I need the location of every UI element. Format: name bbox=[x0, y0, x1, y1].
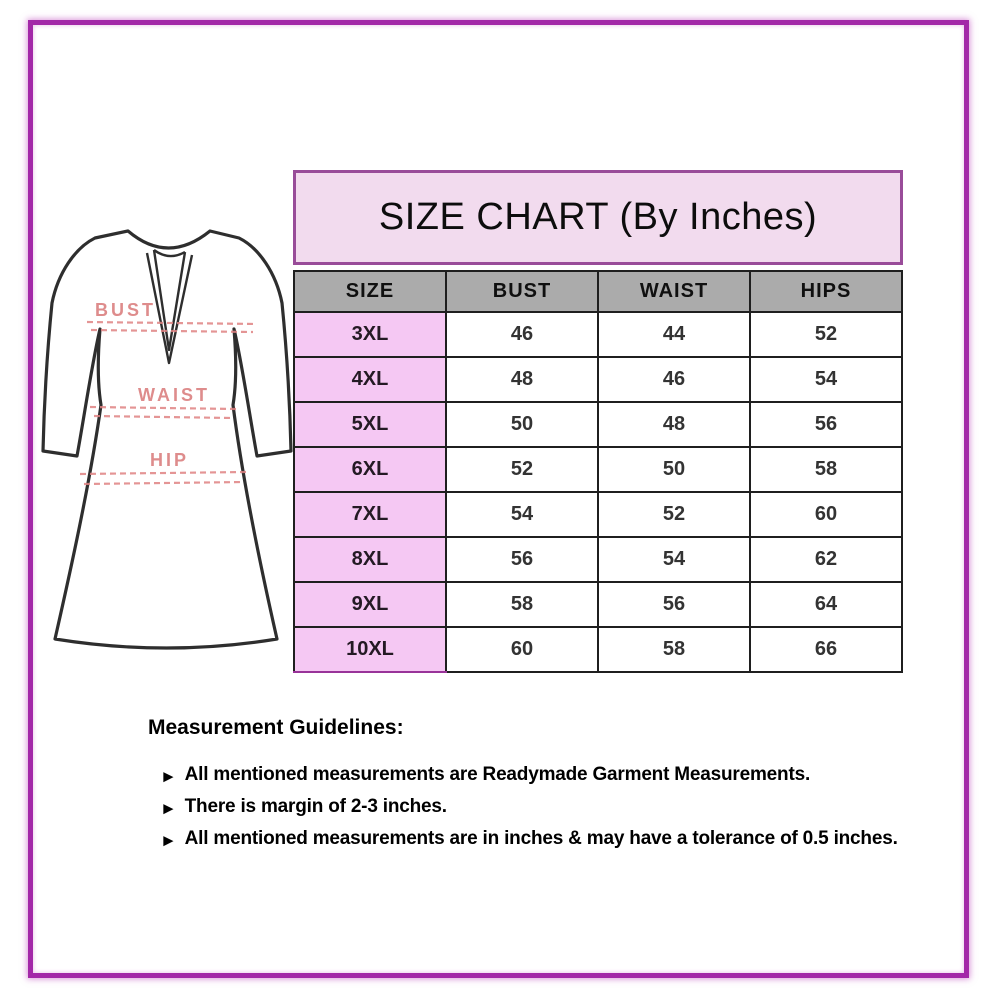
guideline-item: ► All mentioned measurements are Readyma… bbox=[160, 764, 908, 786]
garment-outline bbox=[41, 229, 293, 650]
arrow-bullet-icon: ► bbox=[160, 798, 177, 818]
table-row: 6XL 52 50 58 bbox=[293, 446, 903, 493]
measurement-guidelines: Measurement Guidelines: ► All mentioned … bbox=[148, 716, 908, 850]
waist-cell: 46 bbox=[597, 356, 751, 403]
hips-cell: 52 bbox=[749, 311, 903, 358]
table-row: 9XL 58 56 64 bbox=[293, 581, 903, 628]
table-row: 4XL 48 46 54 bbox=[293, 356, 903, 403]
hip-dash-line bbox=[79, 470, 248, 486]
table-row: 5XL 50 48 56 bbox=[293, 401, 903, 448]
hip-label: HIP bbox=[150, 450, 189, 470]
waist-cell: 48 bbox=[597, 401, 751, 448]
page-title: SIZE CHART (By Inches) bbox=[378, 196, 818, 238]
size-cell: 7XL bbox=[293, 491, 447, 538]
bust-cell: 60 bbox=[445, 626, 599, 673]
guideline-item: ► There is margin of 2-3 inches. bbox=[160, 796, 908, 818]
size-cell: 6XL bbox=[293, 446, 447, 493]
guideline-text: There is margin of 2-3 inches. bbox=[184, 796, 447, 817]
waist-dash-line bbox=[89, 405, 238, 420]
size-chart-table: SIZE BUST WAIST HIPS 3XL 46 44 52 4XL 48… bbox=[293, 270, 903, 673]
arrow-bullet-icon: ► bbox=[160, 830, 177, 850]
column-header-bust: BUST bbox=[445, 270, 599, 313]
column-header-size: SIZE bbox=[293, 270, 447, 313]
size-cell: 8XL bbox=[293, 536, 447, 583]
hips-cell: 54 bbox=[749, 356, 903, 403]
neckline-band bbox=[145, 249, 194, 365]
arrow-bullet-icon: ► bbox=[160, 766, 177, 786]
bust-cell: 46 bbox=[445, 311, 599, 358]
guideline-item: ► All mentioned measurements are in inch… bbox=[160, 828, 908, 850]
waist-cell: 44 bbox=[597, 311, 751, 358]
size-chart-title-banner: SIZE CHART (By Inches) bbox=[293, 170, 903, 265]
hips-cell: 58 bbox=[749, 446, 903, 493]
table-row: 3XL 46 44 52 bbox=[293, 311, 903, 358]
column-header-hips: HIPS bbox=[749, 270, 903, 313]
bust-cell: 52 bbox=[445, 446, 599, 493]
guideline-text: All mentioned measurements are in inches… bbox=[184, 828, 898, 849]
table-row: 7XL 54 52 60 bbox=[293, 491, 903, 538]
guidelines-heading: Measurement Guidelines: bbox=[148, 716, 404, 739]
hips-cell: 56 bbox=[749, 401, 903, 448]
column-header-waist: WAIST bbox=[597, 270, 751, 313]
waist-cell: 58 bbox=[597, 626, 751, 673]
table-row: 8XL 56 54 62 bbox=[293, 536, 903, 583]
size-cell: 4XL bbox=[293, 356, 447, 403]
hips-cell: 64 bbox=[749, 581, 903, 628]
size-cell: 10XL bbox=[293, 626, 447, 673]
hips-cell: 66 bbox=[749, 626, 903, 673]
hips-cell: 62 bbox=[749, 536, 903, 583]
size-cell: 5XL bbox=[293, 401, 447, 448]
waist-cell: 50 bbox=[597, 446, 751, 493]
waist-cell: 54 bbox=[597, 536, 751, 583]
bust-cell: 54 bbox=[445, 491, 599, 538]
hips-cell: 60 bbox=[749, 491, 903, 538]
size-cell: 3XL bbox=[293, 311, 447, 358]
bust-cell: 56 bbox=[445, 536, 599, 583]
waist-cell: 52 bbox=[597, 491, 751, 538]
bust-cell: 50 bbox=[445, 401, 599, 448]
bust-label: BUST bbox=[95, 300, 156, 320]
bust-cell: 48 bbox=[445, 356, 599, 403]
waist-label: WAIST bbox=[138, 385, 210, 405]
bust-dash-line bbox=[86, 320, 258, 334]
table-row: 10XL 60 58 66 bbox=[293, 626, 903, 673]
table-header-row: SIZE BUST WAIST HIPS bbox=[293, 270, 903, 313]
size-cell: 9XL bbox=[293, 581, 447, 628]
guideline-text: All mentioned measurements are Readymade… bbox=[184, 764, 811, 785]
garment-diagram: BUST WAIST HIP bbox=[40, 213, 295, 660]
bust-cell: 58 bbox=[445, 581, 599, 628]
waist-cell: 56 bbox=[597, 581, 751, 628]
